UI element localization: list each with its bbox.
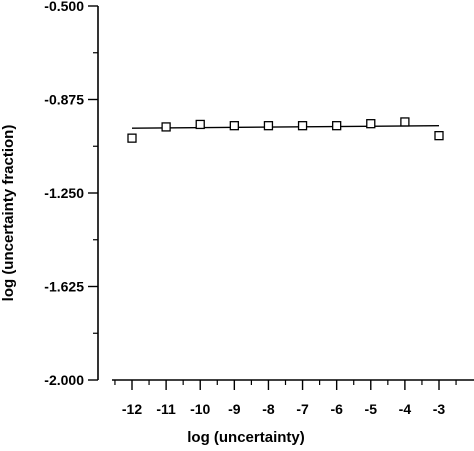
- data-point: [434, 131, 444, 141]
- x-tick-label: -4: [399, 401, 412, 417]
- y-tick-label: -0.500: [44, 0, 84, 14]
- data-point: [366, 119, 376, 129]
- x-tick-label: -12: [122, 401, 142, 417]
- x-tick-label: -6: [330, 401, 343, 417]
- data-point: [263, 121, 274, 131]
- y-tick-label: -1.625: [44, 279, 84, 295]
- x-axis-label: log (uncertainty): [187, 429, 305, 446]
- data-point: [400, 117, 410, 127]
- y-tick-label: -0.875: [44, 92, 84, 108]
- y-tick-label: -1.250: [44, 185, 84, 201]
- x-tick-label: -7: [296, 401, 309, 417]
- x-tick-label: -9: [228, 401, 241, 417]
- y-tick-label: -2.000: [44, 372, 84, 388]
- data-point: [161, 122, 171, 132]
- fit-line: [131, 124, 440, 129]
- data-points: [127, 117, 444, 143]
- x-tick-label: -11: [156, 401, 176, 417]
- data-point: [127, 133, 137, 143]
- ticks: -2.000 -1.625 -1.250 -0.875 -0.500 -12 -11 -10 -…: [44, 0, 457, 417]
- axes: [97, 6, 474, 381]
- y-axis-label: log (uncertainty fraction): [0, 125, 17, 302]
- x-tick-label: -8: [262, 401, 275, 417]
- x-tick-label: -10: [190, 401, 210, 417]
- data-point: [195, 119, 205, 130]
- data-point: [332, 121, 342, 131]
- data-point: [229, 121, 239, 131]
- fit-line-group: [131, 124, 440, 129]
- x-tick-label: -3: [433, 401, 446, 417]
- data-point: [297, 121, 308, 131]
- x-tick-label: -5: [365, 401, 378, 417]
